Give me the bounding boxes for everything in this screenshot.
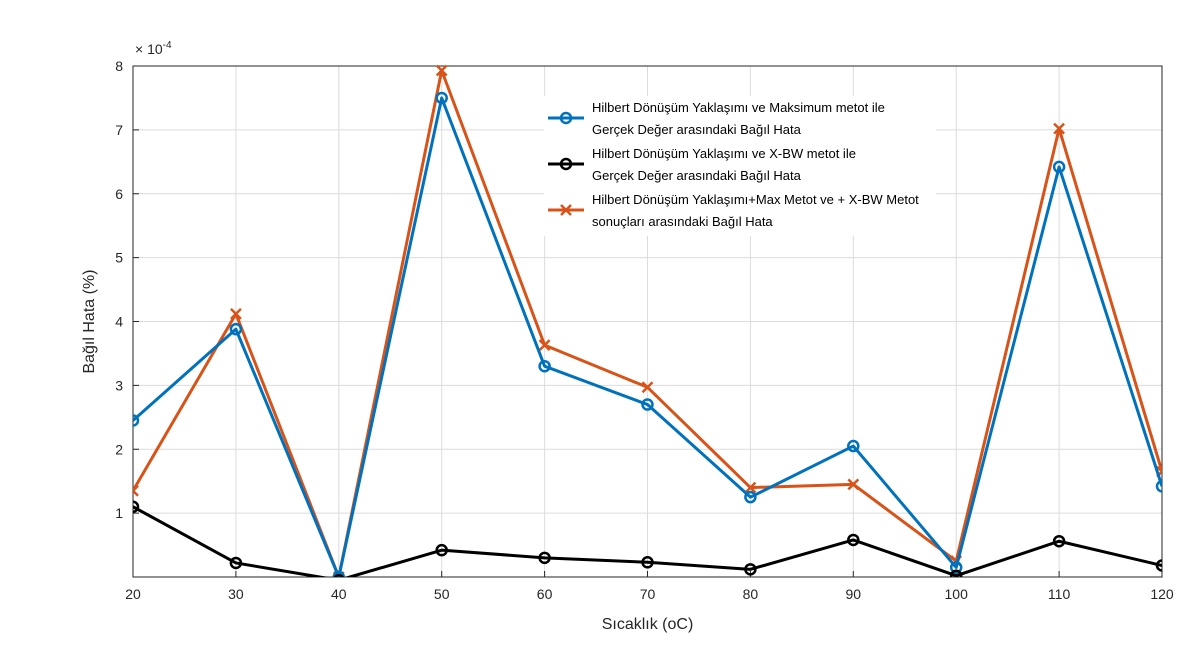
- series-3-point: [230, 307, 242, 320]
- y-tick-label: 3: [115, 377, 123, 393]
- series-2-point: [1155, 559, 1162, 572]
- legend-label: Gerçek Değer arasındaki Bağıl Hata: [592, 168, 802, 183]
- x-axis-label: Sıcaklık (oC): [602, 616, 694, 633]
- legend: Hilbert Dönüşüm Yaklaşımı ve Maksimum me…: [544, 96, 936, 236]
- series-1-point: [1052, 160, 1066, 174]
- series-2-point: [133, 500, 140, 513]
- series-2: [133, 500, 1162, 577]
- series-1-point: [949, 561, 963, 574]
- y-tick-label: 4: [115, 314, 123, 330]
- y-axis-exponent: × 10-4: [135, 40, 172, 57]
- series-2-point: [949, 569, 963, 577]
- series-1-point: [744, 490, 757, 504]
- series-2-point: [333, 573, 345, 577]
- series-2-point: [538, 551, 551, 565]
- y-axis: 1 2 3 4 5 6 7 8: [115, 58, 139, 521]
- y-tick-label: 6: [115, 186, 123, 202]
- y-exponent-power: -4: [163, 40, 172, 51]
- series-1-point: [133, 414, 140, 427]
- x-tick-label: 90: [846, 586, 862, 602]
- series-2-line: [133, 505, 1162, 577]
- series-1-point: [641, 398, 654, 411]
- series-2-point: [1052, 534, 1066, 548]
- legend-entry-1: Hilbert Dönüşüm Yaklaşımı ve Maksimum me…: [548, 100, 885, 137]
- series-2-point: [435, 543, 448, 557]
- series-layer: [133, 64, 1162, 577]
- series-3-point: [538, 339, 551, 352]
- x-tick-label: 120: [1150, 586, 1174, 602]
- y-tick-label: 7: [115, 122, 123, 138]
- y-tick-label: 5: [115, 250, 123, 266]
- legend-box: [544, 96, 936, 236]
- x-tick-label: 70: [640, 586, 656, 602]
- series-1-point: [847, 439, 860, 453]
- series-1-point: [538, 359, 551, 373]
- legend-swatch-marker: [560, 204, 572, 216]
- series-3-point: [133, 484, 139, 497]
- legend-label: Gerçek Değer arasındaki Bağıl Hata: [592, 122, 802, 137]
- series-2-point: [229, 556, 243, 570]
- x-tick-label: 110: [1048, 586, 1071, 602]
- series-2-point: [744, 563, 757, 576]
- legend-entry-3: Hilbert Dönüşüm Yaklaşımı+Max Metot ve +…: [548, 192, 919, 229]
- x-tick-label: 30: [228, 586, 244, 602]
- legend-label: Hilbert Dönüşüm Yaklaşımı ve X-BW metot …: [592, 146, 856, 161]
- x-tick-label: 50: [434, 586, 450, 602]
- x-tick-label: 40: [331, 586, 347, 602]
- x-tick-label: 20: [125, 586, 141, 602]
- series-3-point: [641, 381, 654, 394]
- y-tick-label: 8: [115, 58, 123, 74]
- y-tick-label: 2: [115, 441, 123, 457]
- x-tick-label: 60: [537, 586, 553, 602]
- series-1: [133, 91, 1162, 577]
- x-tick-label: 100: [945, 586, 969, 602]
- x-tick-label: 80: [743, 586, 759, 602]
- series-1-point: [332, 570, 346, 577]
- y-tick-label: 1: [115, 505, 123, 521]
- series-1-point: [435, 91, 448, 105]
- series-3-point: [1053, 122, 1065, 135]
- series-1-point: [229, 322, 243, 336]
- legend-entry-2: Hilbert Dönüşüm Yaklaşımı ve X-BW metot …: [548, 146, 856, 183]
- series-2-point: [641, 556, 654, 569]
- series-3-point: [847, 478, 860, 491]
- legend-label: Hilbert Dönüşüm Yaklaşımı+Max Metot ve +…: [592, 192, 919, 207]
- series-3-point: [744, 481, 757, 494]
- legend-swatch-marker: [559, 157, 573, 171]
- series-1-line: [133, 96, 1162, 577]
- legend-swatch-marker: [559, 111, 573, 125]
- legend-label: Hilbert Dönüşüm Yaklaşımı ve Maksimum me…: [592, 100, 885, 115]
- y-axis-label: Bağıl Hata (%): [81, 269, 98, 373]
- series-3-point: [435, 64, 448, 77]
- legend-label: sonuçları arasındaki Bağıl Hata: [592, 214, 773, 229]
- series-1-point: [1155, 480, 1162, 493]
- y-exponent-base: × 10: [135, 41, 163, 57]
- x-axis: 20 30 40 50 60 70 80 90 100 110 120: [125, 571, 1174, 602]
- series-2-point: [847, 533, 860, 547]
